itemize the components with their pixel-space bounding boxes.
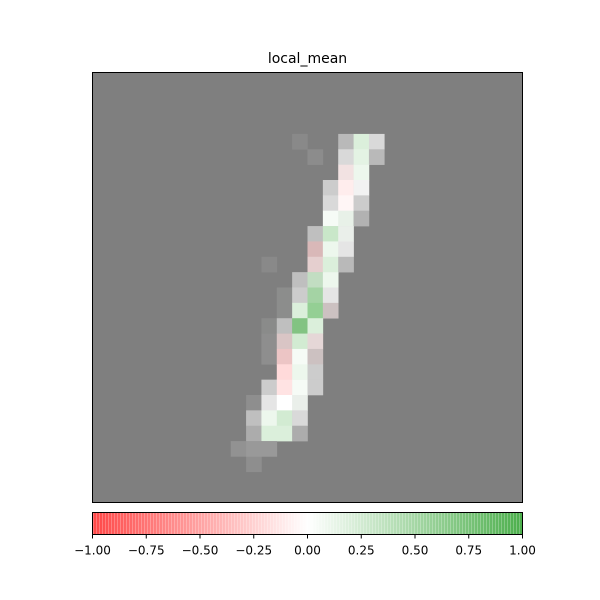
colorbar-tick-label: −0.25 [235, 544, 272, 558]
heatmap-cell [261, 425, 278, 442]
heatmap-cell [307, 348, 324, 365]
colorbar-stripes [92, 512, 523, 535]
heatmap-cell [338, 210, 354, 227]
heatmap-cell [292, 318, 308, 334]
heatmap-cell [338, 195, 354, 212]
colorbar-tick-label: 0.00 [294, 544, 321, 558]
chart-title: local_mean [268, 51, 347, 67]
colorbar-tick-label: −1.00 [74, 544, 111, 558]
heatmap-cell [261, 441, 278, 457]
heatmap-cell [246, 395, 262, 411]
heatmap-cell [353, 164, 370, 181]
heatmap-cell [368, 149, 385, 165]
heatmap-cell [307, 149, 324, 165]
heatmap-cell [276, 410, 293, 427]
heatmap-cell [261, 379, 278, 396]
plot-frame [92, 72, 523, 503]
heatmap-cell [246, 441, 262, 457]
heatmap-cell [338, 149, 354, 165]
heatmap-cell [292, 333, 308, 350]
heatmap-cell [338, 256, 354, 273]
heatmap-cell [322, 241, 339, 258]
heatmap-cell [246, 410, 262, 427]
heatmap-cell [338, 241, 354, 258]
heatmap-cell [353, 180, 370, 196]
heatmap-cell [353, 149, 370, 165]
heatmap-cell [307, 364, 324, 380]
heatmap-cell [307, 379, 324, 396]
heatmap-cell [307, 256, 324, 273]
heatmap-cell [307, 272, 324, 288]
heatmap-cell [307, 333, 324, 350]
heatmap-cell [307, 287, 324, 304]
heatmap-cell [230, 441, 247, 457]
heatmap-cell [307, 302, 324, 319]
heatmap-cell [292, 272, 308, 288]
heatmap-cell [276, 302, 293, 319]
heatmap-cell [322, 195, 339, 212]
heatmap-cell [261, 348, 278, 365]
heatmap-cell [353, 195, 370, 212]
heatmap-cell [307, 241, 324, 258]
heatmap-cell [292, 425, 308, 442]
heatmap-cell [338, 180, 354, 196]
colorbar-tick-label: −0.50 [182, 544, 219, 558]
colorbar-tick-label: 0.25 [348, 544, 375, 558]
heatmap-cell [292, 133, 308, 150]
heatmap-cell [261, 410, 278, 427]
heatmap-cell [261, 333, 278, 350]
heatmap-cell [307, 318, 324, 334]
colorbar-tick-label: 0.75 [455, 544, 482, 558]
heatmap-cell [322, 226, 339, 242]
heatmap-cell [322, 210, 339, 227]
colorbar-tick-label: −0.75 [128, 544, 165, 558]
heatmap-cell [276, 379, 293, 396]
heatmap-cell [322, 272, 339, 288]
colorbar-tick-label: 0.50 [402, 544, 429, 558]
heatmap-cells [230, 133, 385, 473]
heatmap-cell [353, 210, 370, 227]
heatmap-cell [353, 133, 370, 150]
heatmap-cell [276, 333, 293, 350]
heatmap-cell [368, 133, 385, 150]
heatmap-cell [292, 287, 308, 304]
heatmap-cell [261, 318, 278, 334]
heatmap-cell [276, 318, 293, 334]
heatmap-cell [292, 410, 308, 427]
heatmap-cell [261, 256, 278, 273]
heatmap-cell [322, 180, 339, 196]
heatmap-cell [292, 395, 308, 411]
heatmap-cell [276, 425, 293, 442]
heatmap-cell [261, 395, 278, 411]
colorbar-tick-label: 1.00 [509, 544, 536, 558]
heatmap-cell [292, 379, 308, 396]
heatmap-cell [322, 287, 339, 304]
heatmap-cell [322, 302, 339, 319]
heatmap-cell [338, 133, 354, 150]
heatmap-cell [276, 395, 293, 411]
heatmap-cell [276, 364, 293, 380]
heatmap-cell [276, 287, 293, 304]
heatmap-cell [276, 348, 293, 365]
colorbar-ticks: −1.00 −0.75 −0.50 −0.25 0.00 0.25 0.50 0.75 1.00 [74, 534, 536, 558]
heatmap-cell [307, 226, 324, 242]
heatmap-cell [292, 302, 308, 319]
heatmap-cell [338, 164, 354, 181]
heatmap-cell [292, 364, 308, 380]
heatmap-cell [292, 348, 308, 365]
heatmap-cell [246, 456, 262, 473]
heatmap-cell [338, 226, 354, 242]
colorbar: −1.00 −0.75 −0.50 −0.25 0.00 0.25 0.50 0.75 1.00 [74, 512, 536, 558]
heatmap-plot [92, 72, 523, 503]
heatmap-cell [246, 425, 262, 442]
heatmap-cell [322, 256, 339, 273]
